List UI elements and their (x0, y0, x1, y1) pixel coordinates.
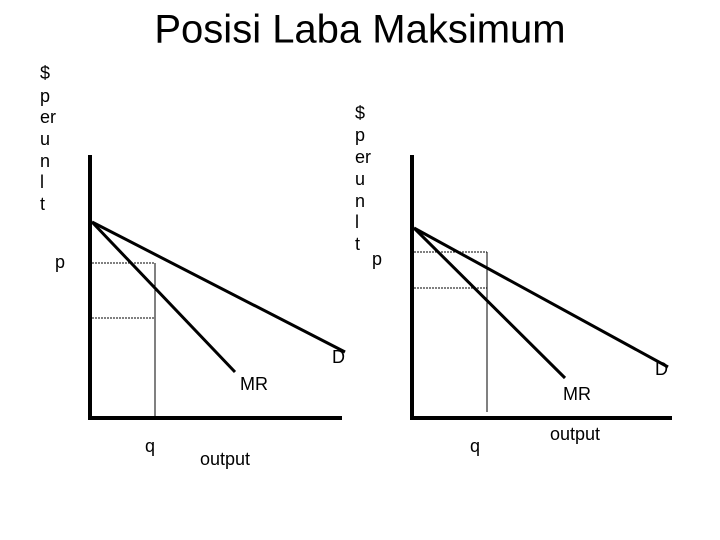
y-label: u (355, 169, 365, 189)
y-label: n (355, 191, 365, 211)
y-label: n (40, 151, 50, 171)
x-label: output (200, 449, 250, 469)
y-label: t (355, 234, 360, 254)
mr-curve (90, 220, 237, 374)
demand-label: D (655, 359, 668, 379)
quantity-label: q (145, 436, 155, 456)
mr-label: MR (563, 384, 591, 404)
demand-label: D (332, 347, 345, 367)
price-label: p (55, 252, 65, 272)
y-label: t (40, 194, 45, 214)
price-label: p (372, 249, 382, 269)
y-label: l (40, 172, 44, 192)
mr-curve (412, 226, 567, 380)
left-panel: $ p er u n l t p D MR q output (40, 63, 346, 469)
demand-curve (91, 220, 346, 354)
demand-curve (413, 226, 669, 369)
y-label: $ (40, 63, 50, 83)
x-label: output (550, 424, 600, 444)
y-label: er (40, 107, 56, 127)
y-label: p (355, 125, 365, 145)
y-label: $ (355, 103, 365, 123)
y-label: l (355, 212, 359, 232)
title: Posisi Laba Maksimum (154, 8, 565, 52)
y-label: u (40, 129, 50, 149)
quantity-label: q (470, 436, 480, 456)
y-label: p (40, 86, 50, 106)
mr-label: MR (240, 374, 268, 394)
y-label: er (355, 147, 371, 167)
right-panel: $ p er u n l t p D MR q output (355, 103, 672, 456)
